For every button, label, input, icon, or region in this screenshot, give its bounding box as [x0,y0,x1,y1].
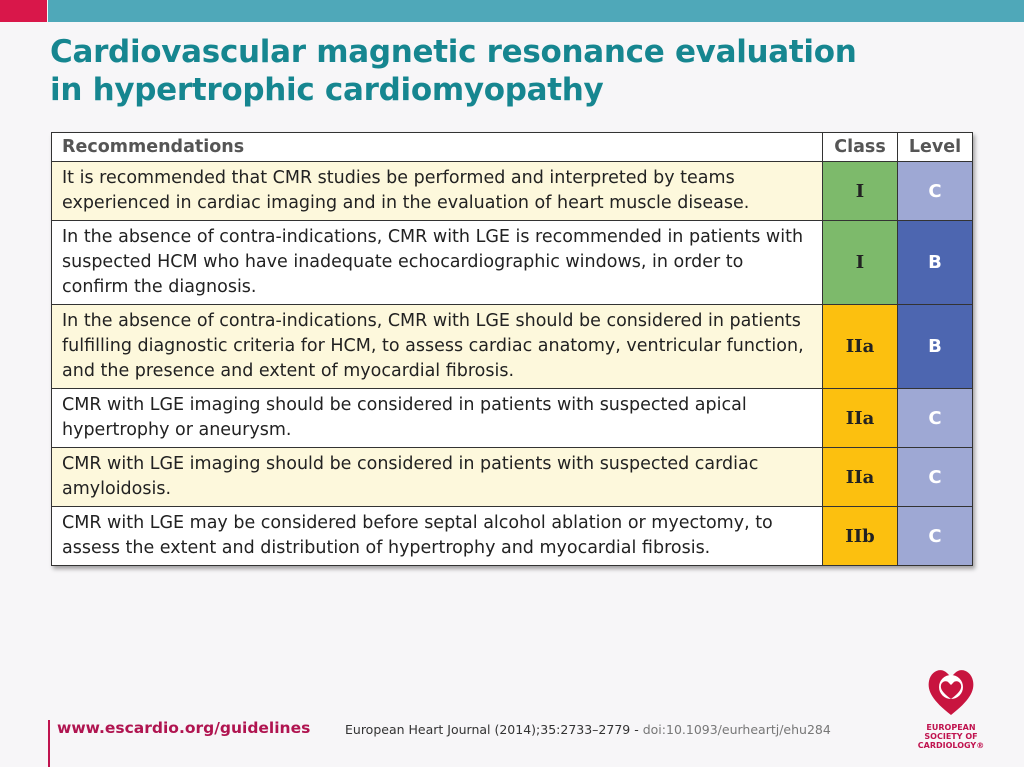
header-level: Level [897,132,973,162]
slide-title: Cardiovascular magnetic resonance evalua… [50,33,857,109]
heart-logo-icon [928,670,974,715]
table-header-row: Recommendations Class Level [51,132,973,162]
table-row: CMR with LGE imaging should be considere… [51,447,973,507]
title-line-1: Cardiovascular magnetic resonance evalua… [50,34,857,70]
level-badge: B [897,220,973,305]
header-class: Class [822,132,898,162]
top-bar-accent [0,0,47,22]
journal-reference: European Heart Journal (2014);35:2733–27… [345,722,643,737]
recommendation-text: It is recommended that CMR studies be pe… [51,161,823,221]
level-badge: C [897,161,973,221]
footer-divider [48,720,50,767]
class-badge: I [822,220,898,305]
top-bar [48,0,1024,22]
level-badge: C [897,506,973,566]
recommendation-text: CMR with LGE imaging should be considere… [51,388,823,448]
class-badge: I [822,161,898,221]
table-row: CMR with LGE may be considered before se… [51,506,973,566]
recommendation-text: CMR with LGE may be considered before se… [51,506,823,566]
recommendation-text: CMR with LGE imaging should be considere… [51,447,823,507]
recommendation-text: In the absence of contra-indications, CM… [51,220,823,305]
table-row: CMR with LGE imaging should be considere… [51,388,973,448]
class-badge: IIa [822,388,898,448]
class-badge: IIa [822,447,898,507]
class-badge: IIb [822,506,898,566]
title-line-2: in hypertrophic cardiomyopathy [50,72,604,108]
doi: doi:10.1093/eurheartj/ehu284 [642,722,831,737]
level-badge: C [897,447,973,507]
class-badge: IIa [822,304,898,389]
recommendations-table: Recommendations Class Level It is recomm… [51,132,973,566]
esc-logo: EUROPEAN SOCIETY OF CARDIOLOGY® [916,663,986,750]
recommendation-text: In the absence of contra-indications, CM… [51,304,823,389]
level-badge: B [897,304,973,389]
table-row: It is recommended that CMR studies be pe… [51,161,973,221]
guidelines-link[interactable]: www.escardio.org/guidelines [57,719,311,737]
level-badge: C [897,388,973,448]
table-row: In the absence of contra-indications, CM… [51,220,973,305]
journal-citation: European Heart Journal (2014);35:2733–27… [345,722,831,737]
header-recommendations: Recommendations [51,132,823,162]
table-row: In the absence of contra-indications, CM… [51,304,973,389]
